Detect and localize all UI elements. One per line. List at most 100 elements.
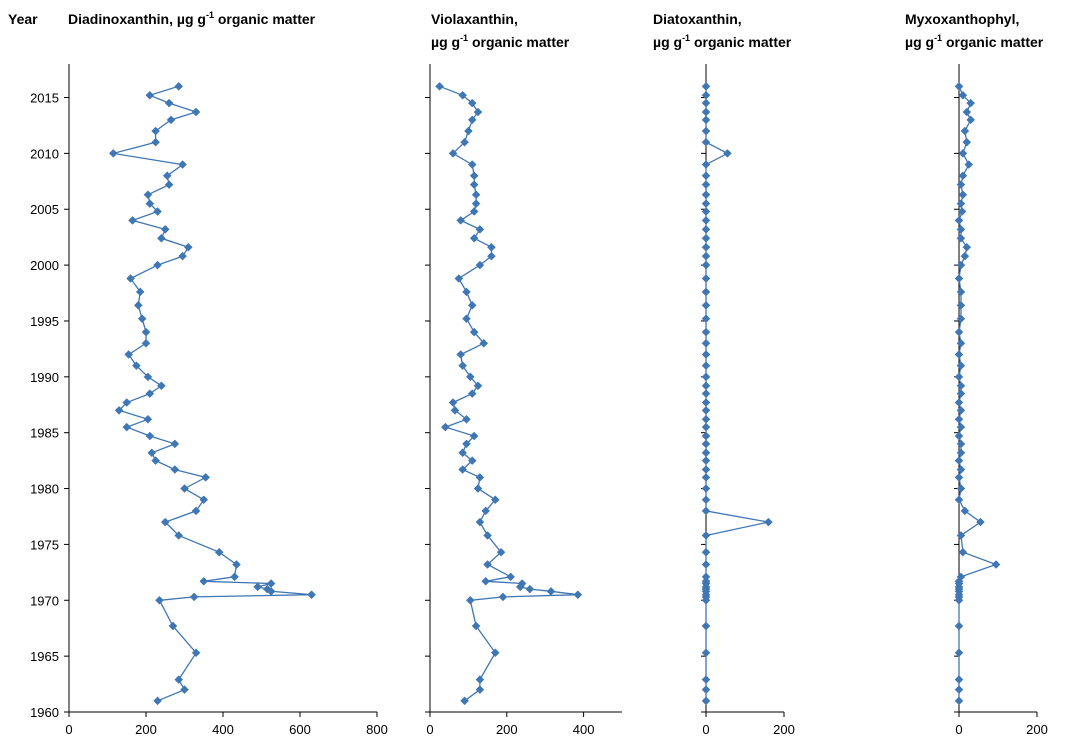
- data-point: [460, 696, 469, 706]
- panel-2-title-line2: µg g-1 organic matter: [431, 33, 570, 50]
- data-point: [475, 473, 485, 482]
- data-point: [469, 327, 479, 337]
- data-point: [199, 576, 209, 586]
- panel-4-title-a: µg g: [905, 34, 934, 50]
- x-tick-label: 400: [573, 722, 595, 737]
- data-point: [701, 595, 711, 605]
- data-point: [701, 90, 711, 100]
- data-point: [701, 260, 711, 270]
- data-point: [956, 381, 966, 391]
- data-point: [701, 350, 711, 359]
- x-tick-label: 400: [212, 722, 234, 737]
- data-point: [701, 431, 711, 441]
- data-point: [573, 590, 583, 600]
- data-point: [701, 372, 711, 382]
- data-point: [956, 422, 966, 432]
- panel-2-title-b: organic matter: [468, 34, 570, 50]
- data-point: [496, 547, 506, 557]
- data-point: [962, 137, 972, 147]
- data-point: [956, 405, 966, 415]
- series-line: [439, 85, 578, 702]
- y-tick-label: 2005: [30, 202, 59, 217]
- x-tick-label: 200: [773, 722, 795, 737]
- data-point: [701, 81, 711, 91]
- y-tick-label: 1980: [30, 482, 59, 497]
- x-tick-label: 600: [289, 722, 311, 737]
- data-point: [126, 274, 135, 283]
- x-tick-label: 0: [65, 722, 72, 737]
- data-point: [465, 595, 475, 605]
- data-point: [191, 648, 201, 658]
- data-point: [180, 685, 189, 695]
- data-point: [183, 242, 193, 252]
- data-point: [701, 98, 711, 108]
- data-point: [701, 216, 711, 225]
- data-point: [475, 224, 485, 234]
- panel-3-title-line1: Diatoxanthin,: [653, 11, 742, 27]
- data-point: [701, 274, 711, 283]
- data-point: [441, 422, 450, 432]
- data-point: [960, 506, 970, 516]
- data-point: [701, 448, 711, 458]
- data-point: [962, 242, 972, 252]
- data-point: [701, 648, 711, 658]
- data-point: [954, 473, 964, 482]
- data-point: [435, 81, 444, 91]
- data-point: [475, 675, 485, 684]
- data-point: [456, 216, 466, 225]
- data-point: [170, 439, 180, 449]
- data-point: [701, 300, 711, 310]
- panel-2-title-sup: -1: [460, 33, 468, 43]
- data-point: [958, 90, 968, 100]
- data-point: [479, 338, 489, 348]
- panel-3-title-a: µg g: [653, 34, 682, 50]
- data-point: [956, 314, 966, 324]
- data-point: [475, 685, 485, 695]
- data-point: [465, 372, 475, 382]
- data-point: [145, 90, 155, 100]
- data-point: [701, 495, 711, 505]
- data-point: [701, 242, 711, 252]
- data-point: [701, 422, 711, 432]
- data-point: [201, 473, 211, 482]
- data-point: [469, 431, 479, 441]
- data-point: [160, 224, 170, 234]
- data-point: [976, 517, 985, 527]
- data-point: [954, 81, 964, 91]
- data-point: [145, 199, 155, 209]
- data-point: [487, 251, 496, 261]
- data-point: [462, 439, 471, 449]
- data-point: [133, 300, 143, 310]
- panel-2-title-a: µg g: [431, 34, 460, 50]
- data-point: [701, 160, 711, 169]
- data-point: [701, 171, 711, 181]
- data-point: [469, 180, 479, 190]
- data-point: [960, 251, 970, 261]
- data-point: [464, 126, 473, 136]
- data-point: [954, 675, 964, 684]
- data-point: [160, 517, 170, 527]
- data-point: [141, 338, 151, 348]
- panel-1-title-sup: -1: [206, 10, 214, 20]
- data-point: [471, 190, 481, 200]
- data-point: [701, 314, 711, 324]
- data-point: [458, 448, 467, 458]
- data-point: [954, 398, 964, 407]
- y-tick-label: 1960: [30, 705, 59, 720]
- data-point: [174, 675, 184, 684]
- data-point: [137, 314, 147, 324]
- data-point: [141, 327, 151, 337]
- data-point: [701, 327, 711, 337]
- data-point: [448, 398, 458, 407]
- data-point: [487, 242, 496, 252]
- panel-4-title-line2: µg g-1 organic matter: [905, 33, 1044, 50]
- data-point: [701, 107, 711, 117]
- data-point: [966, 98, 976, 108]
- data-point: [701, 389, 711, 398]
- data-point: [180, 484, 189, 493]
- data-point: [164, 98, 174, 108]
- data-point: [960, 126, 970, 136]
- data-point: [956, 338, 966, 348]
- data-point: [701, 190, 711, 200]
- data-point: [153, 696, 162, 706]
